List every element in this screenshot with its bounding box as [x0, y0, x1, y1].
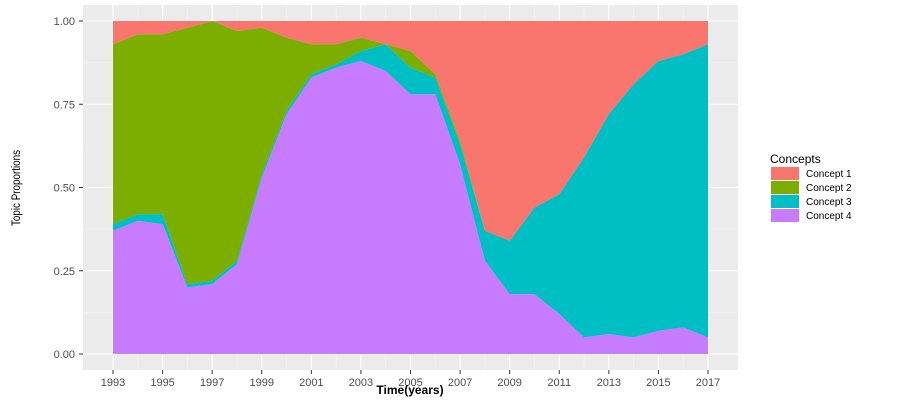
x-tick-label: 1999: [250, 377, 274, 389]
x-tick-label: 2011: [547, 377, 571, 389]
x-tick-label: 1995: [150, 377, 174, 389]
y-tick-label: 1.00: [54, 16, 75, 28]
y-tick-label: 0.00: [54, 349, 75, 361]
area-concept-3: [113, 44, 708, 338]
legend-label-concept-3: Concept 3: [806, 197, 852, 208]
y-tick-label: 0.50: [54, 183, 75, 195]
legend-label-concept-1: Concept 1: [806, 169, 852, 180]
y-axis: 0.00 0.25 0.50 0.75 1.00: [54, 16, 83, 361]
x-tick-label: 2005: [398, 377, 422, 389]
x-axis: 1993 1995 1997 1999 2001 2003 2005 2007 2009 2011…: [101, 370, 720, 389]
y-tick-label: 0.25: [54, 266, 75, 278]
x-tick-label: 1993: [101, 377, 125, 389]
legend-swatch-concept-4: [771, 209, 799, 222]
area-concept-4: [113, 61, 708, 354]
x-tick-label: 1997: [200, 377, 224, 389]
legend-label-concept-4: Concept 4: [806, 211, 852, 222]
area-concept-2: [113, 21, 708, 285]
x-tick-label: 2001: [299, 377, 323, 389]
x-tick-label: 2013: [597, 377, 621, 389]
legend-swatch-concept-3: [771, 195, 799, 208]
x-tick-label: 2003: [349, 377, 373, 389]
y-tick-label: 0.75: [54, 99, 75, 111]
x-tick-label: 2009: [497, 377, 521, 389]
legend-label-concept-2: Concept 2: [806, 183, 852, 194]
x-tick-label: 2015: [646, 377, 670, 389]
x-axis-title: Time(years): [376, 383, 443, 397]
y-axis-title: Topic Proportions: [10, 150, 23, 226]
legend-swatch-concept-1: [771, 167, 799, 180]
legend-swatch-concept-2: [771, 181, 799, 194]
area-concept-1: [113, 21, 708, 241]
x-tick-label: 2017: [696, 377, 720, 389]
legend-title: Concepts: [770, 152, 821, 166]
x-tick-label: 2007: [448, 377, 472, 389]
legend: Concepts Concept 1 Concept 2 Concept 3 Conc…: [770, 152, 852, 222]
area-series: [113, 21, 708, 354]
